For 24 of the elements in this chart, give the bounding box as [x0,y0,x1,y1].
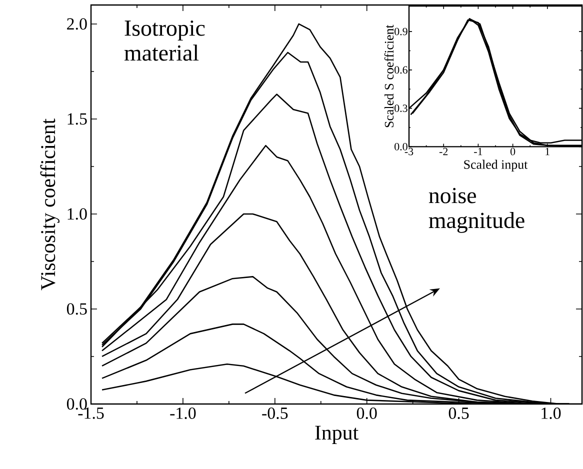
x-tick-label: -1 [474,148,482,156]
y-tick-label: 1.5 [68,113,87,125]
x-axis-title: Input [315,426,358,444]
y-tick-label: 1.0 [68,208,87,220]
x-tick-label: 0.0 [356,408,377,419]
y-axis-title: Viscosity coefficient [40,118,60,290]
y-tick-label: 0.5 [66,303,87,315]
y-tick-label: 0.6 [394,66,408,74]
y-tick-label: 0.0 [66,398,87,410]
y-tick-label: 2.0 [67,18,87,30]
x-tick-label: -2 [439,148,448,156]
annotation: Isotropic material [124,20,205,61]
x-axis-title: Scaled input [464,160,528,172]
x-tick-label: 0 [510,148,516,156]
y-axis-title: Scaled S coefficient [384,24,394,128]
y-tick-label: 0.9 [394,28,408,36]
annotation: noise magnitude [428,188,524,233]
x-tick-label: 0.5 [448,408,469,419]
y-tick-label: 0.3 [394,104,408,112]
x-tick-label: -1.5 [78,408,104,419]
x-tick-label: -1.0 [170,408,196,419]
x-tick-label: -0.5 [262,408,288,419]
x-tick-label: 1 [546,148,550,156]
x-tick-label: 1.0 [542,408,561,419]
